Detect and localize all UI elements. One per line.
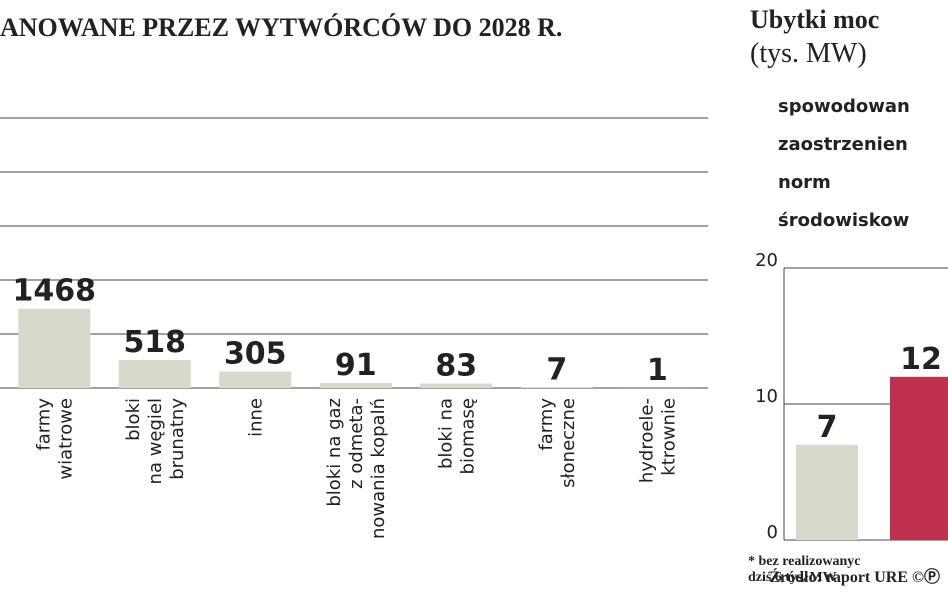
value-label: 305	[224, 337, 287, 372]
bar	[890, 376, 948, 540]
bar	[319, 383, 392, 388]
x-tick-label: z odmeta-	[346, 398, 367, 489]
bar	[796, 444, 858, 540]
chart-subtitle: (tys. MW)	[750, 38, 867, 69]
y-tick-label: 20	[755, 250, 778, 271]
x-tick-label: bloki na gaz	[324, 398, 345, 507]
value-label: 1468	[13, 274, 97, 309]
x-tick-label: na węgiel	[145, 398, 166, 484]
value-label: 7	[817, 410, 838, 445]
footnote: dziś 6 tys. MW	[748, 570, 837, 585]
value-label: 1	[647, 353, 668, 388]
x-tick-label: hydroele-	[636, 398, 657, 483]
x-tick-label: farmy	[536, 398, 557, 451]
chart-title: ANOWANE PRZEZ WYTWÓRCÓW DO 2028 R.	[0, 13, 562, 42]
x-tick-label: wiatrowe	[55, 398, 76, 480]
x-tick-label: ktrownie	[658, 398, 679, 476]
value-label: 83	[435, 349, 477, 384]
value-label: 91	[335, 348, 377, 383]
x-tick-label: bloki na	[435, 398, 456, 469]
bar	[118, 360, 191, 388]
x-tick-label: bloki	[123, 398, 144, 441]
bar	[18, 308, 91, 388]
x-tick-label: biomasę	[457, 398, 478, 474]
x-tick-label: inne	[245, 398, 266, 437]
y-tick-label: 10	[755, 386, 778, 407]
x-tick-label: nowania kopalń	[368, 398, 389, 539]
chart-title: Ubytki moc	[750, 5, 879, 34]
value-label: 12	[900, 342, 942, 377]
annotation: norm	[778, 172, 831, 193]
value-label: 7	[546, 353, 567, 388]
bar	[420, 383, 493, 388]
source: Źródło: raport URE ©Ⓟ	[769, 567, 940, 586]
annotation: spowodowan	[778, 96, 910, 117]
footnote: * bez realizowanyc	[748, 554, 861, 569]
y-tick-label: 0	[767, 522, 778, 543]
x-tick-label: farmy	[33, 398, 54, 451]
value-label: 518	[123, 325, 186, 360]
x-tick-label: słoneczne	[558, 398, 579, 488]
x-tick-label: brunatny	[167, 398, 188, 480]
annotation: środowiskow	[778, 210, 909, 231]
annotation: zaostrzenien	[778, 134, 908, 155]
bar	[219, 371, 292, 388]
